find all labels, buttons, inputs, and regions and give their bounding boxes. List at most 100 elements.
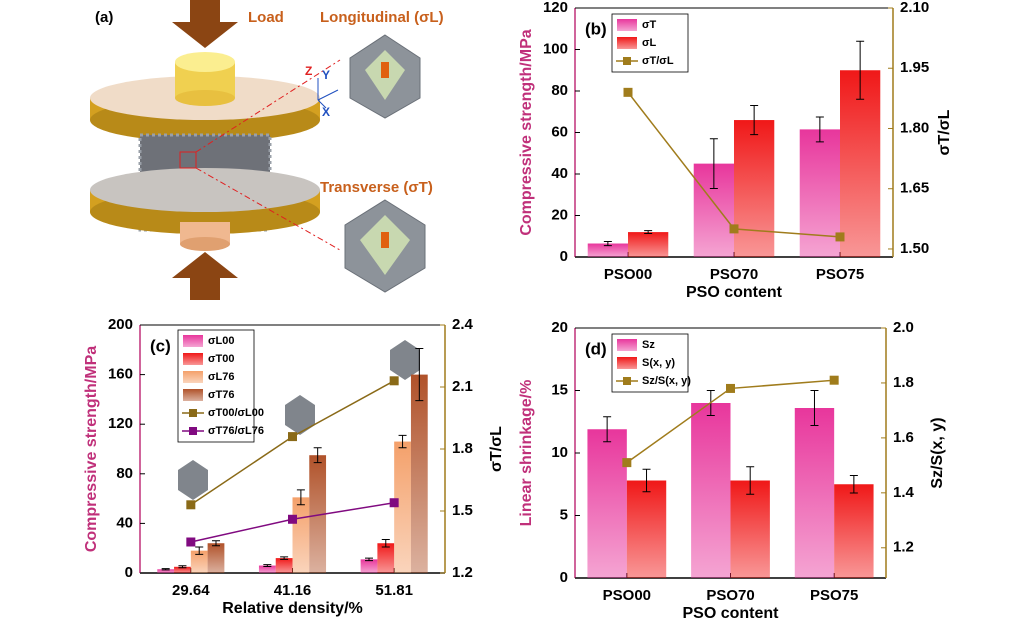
- error-bar: [211, 540, 220, 547]
- axis-x: X: [322, 105, 330, 119]
- y-axis-label: Compressive strength/MPa: [83, 346, 100, 552]
- bar: [275, 558, 293, 573]
- legend-marker: [623, 377, 631, 385]
- y-tick-label: 10: [551, 444, 568, 461]
- ratio-marker: [623, 87, 633, 97]
- cell-arrow: [381, 62, 389, 78]
- y-tick-label: 0: [560, 569, 568, 586]
- error-bar: [746, 466, 755, 495]
- x-tick-label: PSO00: [603, 587, 651, 604]
- cell-icon: [390, 340, 420, 380]
- y2-tick-label: 1.95: [900, 59, 929, 76]
- x-tick-label: PSO70: [706, 587, 754, 604]
- y-tick-label: 15: [551, 381, 568, 398]
- legend-swatch: [617, 19, 637, 31]
- unit-cell: [179, 151, 197, 169]
- y2-tick-label: 2.4: [452, 316, 474, 333]
- load-label: Load: [248, 9, 284, 26]
- error-bar: [642, 468, 651, 493]
- legend-box: [177, 329, 255, 443]
- error-bar: [603, 240, 612, 247]
- error-bar: [161, 568, 170, 571]
- y-tick-label: 120: [543, 0, 568, 16]
- legend-label: σL00: [208, 335, 234, 347]
- y2-tick-label: 2.0: [893, 319, 914, 336]
- y2-axis-label: σT/σL: [936, 109, 953, 155]
- legend-label: σT: [642, 19, 657, 31]
- y2-tick-label: 1.65: [900, 180, 929, 197]
- error-bar: [644, 230, 653, 235]
- error-bar: [415, 348, 424, 402]
- y2-tick-label: 1.5: [452, 502, 473, 519]
- bar: [834, 484, 874, 578]
- legend-swatch: [617, 357, 637, 369]
- x-tick-label: PSO70: [710, 266, 758, 283]
- platen: [90, 168, 320, 212]
- load-arrow: [172, 252, 238, 300]
- y2-tick-label: 1.2: [893, 539, 914, 556]
- bar: [394, 441, 411, 573]
- legend-marker: [189, 409, 197, 417]
- error-bar: [856, 40, 865, 100]
- longitudinal-label: Longitudinal (σL): [320, 9, 444, 26]
- error-bar: [709, 138, 718, 190]
- y-tick-label: 40: [551, 165, 568, 182]
- piston: [180, 237, 230, 251]
- legend-label: Sz: [642, 339, 655, 351]
- x-tick-label: PSO00: [604, 266, 652, 283]
- legend-label: σT76: [208, 389, 234, 401]
- panel-label: (b): [585, 19, 607, 38]
- bar: [207, 543, 225, 573]
- legend-label: σL: [642, 37, 657, 49]
- error-bar: [296, 489, 305, 506]
- y-tick-label: 20: [551, 319, 568, 336]
- ratio-marker: [729, 224, 739, 234]
- legend-swatch: [183, 335, 203, 347]
- y-tick-label: 160: [108, 366, 133, 383]
- x-tick-label: 29.64: [172, 582, 210, 599]
- bar: [840, 70, 881, 257]
- bar: [587, 243, 628, 257]
- x-axis-label: PSO content: [686, 284, 783, 301]
- y-tick-label: 80: [116, 465, 133, 482]
- bar: [309, 455, 327, 573]
- legend-label: σT/σL: [642, 55, 674, 67]
- x-tick-label: 41.16: [274, 582, 312, 599]
- error-bar: [603, 416, 612, 443]
- legend-swatch: [183, 371, 203, 383]
- y-tick-label: 5: [560, 506, 568, 523]
- y2-tick-label: 2.1: [452, 378, 473, 395]
- legend-label: σT00: [208, 353, 234, 365]
- bar: [734, 120, 775, 257]
- ratio-marker: [389, 498, 399, 508]
- x-axis-label: Relative density/%: [222, 600, 363, 617]
- axes-icon: [317, 78, 339, 109]
- y2-tick-label: 1.6: [893, 429, 914, 446]
- bar: [258, 565, 276, 573]
- panel-label: (c): [150, 336, 171, 355]
- axis-z: Z: [305, 64, 312, 78]
- ratio-marker: [726, 383, 735, 393]
- y2-tick-label: 1.8: [452, 440, 473, 457]
- error-bar: [280, 556, 289, 560]
- ratio-marker: [288, 514, 297, 524]
- ratio-marker: [829, 375, 839, 385]
- legend-swatch: [183, 389, 203, 401]
- x-tick-label: 51.81: [375, 582, 413, 599]
- y2-axis-label: σT/σL: [488, 426, 505, 472]
- panel-label: (d): [585, 339, 607, 358]
- legend-label: σT00/σL00: [208, 407, 264, 419]
- bar: [377, 543, 395, 573]
- ratio-marker: [186, 500, 196, 510]
- cell-icon: [178, 460, 208, 500]
- error-bar: [750, 105, 759, 136]
- ratio-marker: [186, 537, 196, 547]
- bar: [157, 569, 175, 573]
- error-bar: [815, 116, 824, 143]
- legend-swatch: [617, 37, 637, 49]
- y2-tick-label: 1.2: [452, 564, 473, 581]
- bar: [730, 480, 770, 578]
- bar: [691, 403, 731, 578]
- bar: [190, 550, 208, 573]
- legend-swatch: [617, 339, 637, 351]
